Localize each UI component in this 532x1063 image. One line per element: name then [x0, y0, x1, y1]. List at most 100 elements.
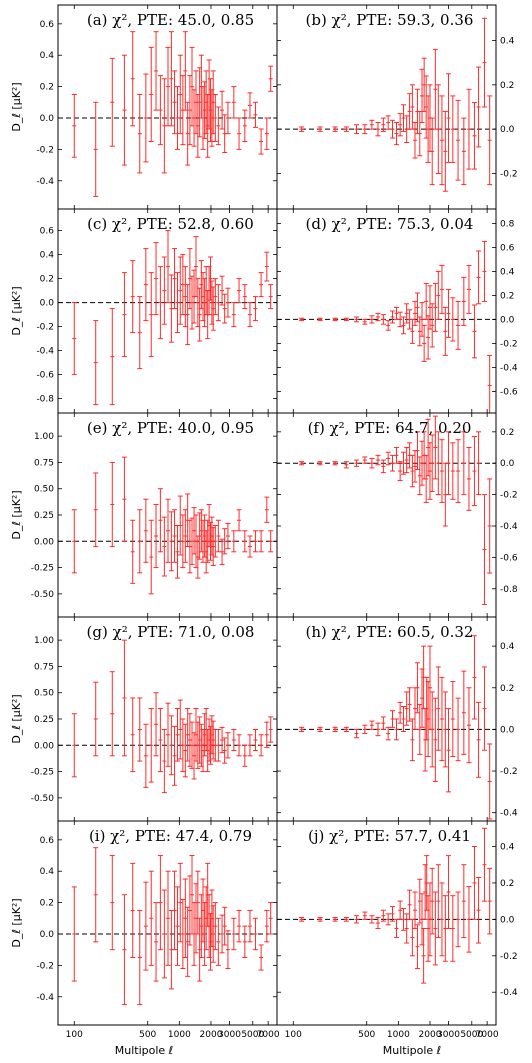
data-points — [71, 230, 274, 406]
y-tick-label: 0.0 — [40, 114, 55, 124]
panel-frame — [57, 412, 278, 618]
y-tick-label: 0.75 — [34, 458, 54, 468]
y-tick-label: 1.00 — [34, 636, 54, 646]
y-tick-label: 0.0 — [500, 125, 515, 135]
y-tick-label: 0.0 — [500, 915, 515, 925]
y-tick-label: -0.8 — [36, 395, 54, 405]
x-tick-label: 7000 — [257, 1030, 280, 1040]
panel-title: (b) χ², PTE: 59.3, 0.36 — [306, 11, 474, 29]
y-tick-label: 0.4 — [40, 51, 55, 61]
y-tick-label: 0.25 — [34, 715, 54, 725]
y-axis-label: D_ℓ [μK²] — [10, 490, 23, 539]
y-tick-label: -0.25 — [31, 564, 54, 574]
y-tick-label: 0.8 — [500, 219, 515, 229]
y-tick-label: 0.25 — [34, 511, 54, 521]
panel-frame — [57, 616, 278, 822]
y-tick-label: -0.8 — [500, 585, 518, 595]
panel-title: (c) χ², PTE: 52.8, 0.60 — [87, 215, 254, 233]
y-tick-label: 0.2 — [500, 684, 514, 694]
panel-title: (a) χ², PTE: 45.0, 0.85 — [87, 11, 254, 29]
data-points — [299, 240, 493, 413]
y-tick-label: 0.0 — [500, 725, 515, 735]
y-tick-label: -0.2 — [500, 339, 518, 349]
y-tick-label: 0.2 — [40, 899, 54, 909]
y-tick-label: -0.4 — [500, 363, 518, 373]
y-tick-label: -0.4 — [500, 988, 518, 998]
y-tick-label: -0.50 — [31, 590, 55, 600]
panel-frame — [276, 4, 497, 210]
x-tick-label: 5000 — [241, 1030, 264, 1040]
y-tick-label: 0.00 — [34, 741, 54, 751]
x-tick-label: 3000 — [437, 1030, 460, 1040]
y-tick-label: 0.4 — [40, 867, 55, 877]
x-tick-label: 5000 — [460, 1030, 483, 1040]
y-tick-label: -0.2 — [500, 491, 518, 501]
panel-frame — [57, 820, 278, 1026]
panels-group: -0.4 -0.2 0.0 0.2 0.4 0.6 D_ℓ [μK²] (a) χ², PTE… — [10, 4, 518, 1040]
data-points — [71, 456, 274, 595]
y-tick-label: 1.00 — [34, 432, 54, 442]
y-tick-label: -0.2 — [36, 145, 54, 155]
data-points — [71, 31, 274, 197]
data-points — [299, 17, 493, 192]
y-tick-label: -0.4 — [36, 177, 54, 187]
y-tick-label: -0.2 — [500, 952, 518, 962]
y-tick-label: 0.50 — [34, 485, 54, 495]
y-tick-label: 0.0 — [40, 299, 55, 309]
y-tick-label: 0.6 — [40, 836, 55, 846]
panel-title: (f) χ², PTE: 64.7, 0.20 — [308, 419, 472, 437]
x-tick-label: 2000 — [200, 1030, 223, 1040]
y-tick-label: -0.4 — [500, 809, 518, 819]
y-tick-label: 0.75 — [34, 662, 54, 672]
y-tick-label: 0.50 — [34, 689, 54, 699]
panel-title: (d) χ², PTE: 75.3, 0.04 — [306, 215, 474, 233]
y-tick-label: -0.2 — [500, 767, 518, 777]
x-tick-label: 100 — [66, 1030, 83, 1040]
y-tick-label: 0.2 — [40, 275, 54, 285]
panel-frame — [276, 616, 497, 822]
panel-frame — [57, 4, 278, 210]
panel-title: (i) χ², PTE: 47.4, 0.79 — [89, 827, 252, 845]
panel-g: -0.50 -0.25 0.00 0.25 0.50 0.75 1.00 D_ℓ [μK²] (… — [10, 616, 278, 822]
y-tick-label: -0.50 — [31, 794, 55, 804]
panel-c: -0.8 -0.6 -0.4 -0.2 0.0 0.2 0.4 0.6 D_ℓ [μK²] (c)… — [10, 208, 278, 414]
y-tick-label: 0.0 — [40, 930, 55, 940]
y-tick-label: 0.4 — [500, 267, 515, 277]
panel-f: -0.8 -0.6 -0.4 -0.2 0.0 0.2 (f) χ², PTE: 64.7,… — [276, 412, 518, 618]
panel-b: -0.2 0.0 0.2 0.4 (b) χ², PTE: 59.3, 0.36 — [276, 4, 518, 210]
panel-frame — [276, 412, 497, 618]
y-tick-label: 0.6 — [40, 20, 55, 30]
y-tick-label: -0.4 — [36, 347, 54, 357]
y-tick-label: 0.0 — [500, 459, 515, 469]
panel-title: (g) χ², PTE: 71.0, 0.08 — [87, 623, 255, 641]
y-tick-label: -0.4 — [500, 522, 518, 532]
panel-frame — [276, 208, 497, 414]
panel-title: (h) χ², PTE: 60.5, 0.32 — [306, 623, 474, 641]
y-tick-label: -0.6 — [500, 553, 518, 563]
y-axis-label: D_ℓ [μK²] — [10, 694, 23, 743]
y-tick-label: -0.2 — [500, 170, 518, 180]
y-tick-label: 0.2 — [500, 81, 514, 91]
x-tick-label: 7000 — [476, 1030, 499, 1040]
data-points — [71, 639, 274, 794]
x-tick-label: 2000 — [419, 1030, 442, 1040]
y-tick-label: 0.2 — [40, 83, 54, 93]
x-tick-label: 500 — [358, 1030, 375, 1040]
y-tick-label: 0.4 — [500, 843, 515, 853]
y-tick-label: -0.6 — [36, 371, 54, 381]
y-axis-label: D_ℓ [μK²] — [10, 898, 23, 947]
panel-h: -0.4 -0.2 0.0 0.2 0.4 (h) χ², PTE: 60.5, 0.32 — [276, 616, 518, 822]
x-tick-label: 100 — [285, 1030, 302, 1040]
x-tick-label: 500 — [139, 1030, 156, 1040]
data-points — [299, 635, 493, 820]
panel-frame — [276, 820, 497, 1026]
y-tick-label: 0.00 — [34, 537, 54, 547]
y-tick-label: 0.4 — [500, 36, 515, 46]
data-points — [299, 415, 493, 605]
y-tick-label: 0.0 — [500, 315, 515, 325]
x-tick-label: 1000 — [168, 1030, 191, 1040]
panel-e: -0.50 -0.25 0.00 0.25 0.50 0.75 1.00 D_ℓ [μK²] (… — [10, 412, 278, 618]
y-tick-label: -0.2 — [36, 323, 54, 333]
